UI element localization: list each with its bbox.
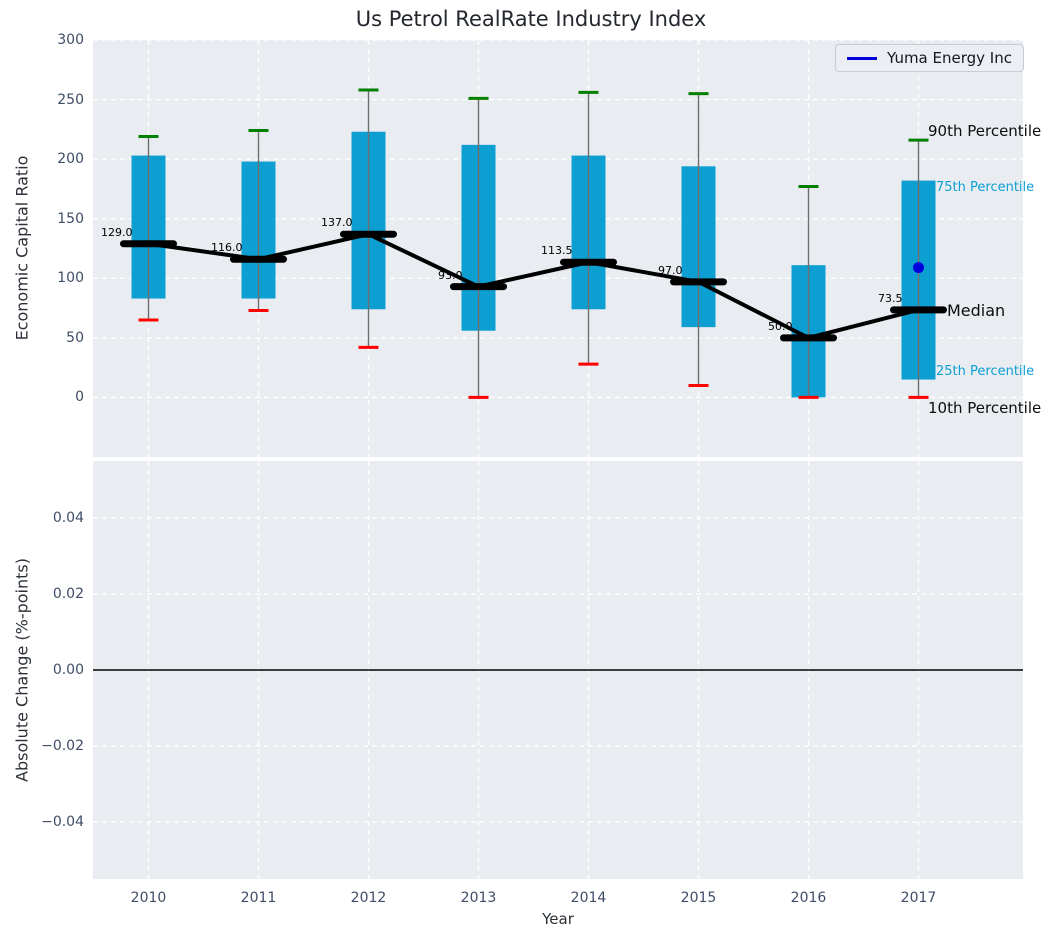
median-value-label-2017: 73.5 bbox=[878, 291, 903, 305]
median-value-label-2013: 93.0 bbox=[438, 268, 463, 282]
chart-title: Us Petrol RealRate Industry Index bbox=[355, 7, 707, 31]
annotation-10th-percentile: 10th Percentile bbox=[928, 399, 1042, 417]
top-y-axis-label: Economic Capital Ratio bbox=[12, 155, 32, 341]
annotation-75th-percentile: 75th Percentile bbox=[936, 180, 1035, 195]
bottom-y-tick: −0.04 bbox=[41, 814, 84, 830]
legend: Yuma Energy Inc bbox=[835, 44, 1024, 72]
annotation-90th-percentile: 90th Percentile bbox=[928, 122, 1042, 140]
bottom-y-tick: 0.00 bbox=[52, 662, 84, 678]
boxplot-canvas bbox=[93, 39, 1023, 457]
top-y-tick: 50 bbox=[66, 329, 84, 346]
median-value-label-2015: 97.0 bbox=[658, 263, 683, 277]
bottom-y-tick: 0.02 bbox=[52, 586, 84, 602]
annotation-median: Median bbox=[947, 301, 1006, 320]
top-y-tick: 200 bbox=[57, 151, 84, 168]
median-value-label-2011: 116.0 bbox=[211, 241, 243, 255]
x-tick-2013: 2013 bbox=[460, 890, 497, 906]
x-tick-2010: 2010 bbox=[130, 890, 167, 906]
x-tick-2014: 2014 bbox=[570, 890, 607, 906]
median-value-label-2010: 129.0 bbox=[101, 225, 133, 239]
overlay-point-2017 bbox=[913, 262, 924, 274]
x-tick-2016: 2016 bbox=[790, 890, 827, 906]
legend-line-sample bbox=[847, 56, 877, 60]
median-value-label-2012: 137.0 bbox=[321, 216, 353, 230]
annotation-25th-percentile: 25th Percentile bbox=[936, 364, 1035, 379]
bottom-plot-area bbox=[93, 461, 1023, 879]
bottom-y-tick: −0.02 bbox=[41, 738, 84, 754]
legend-label: Yuma Energy Inc bbox=[887, 49, 1012, 67]
x-tick-2012: 2012 bbox=[350, 890, 387, 906]
x-tick-2017: 2017 bbox=[900, 890, 937, 906]
median-value-label-2016: 50.0 bbox=[768, 319, 793, 333]
median-trend-line bbox=[148, 232, 919, 340]
x-tick-2015: 2015 bbox=[680, 890, 717, 906]
top-y-tick: 300 bbox=[57, 32, 84, 48]
bottom-y-tick: 0.04 bbox=[52, 510, 84, 526]
top-plot-area bbox=[93, 39, 1023, 457]
top-y-tick: 100 bbox=[57, 270, 84, 287]
change-canvas bbox=[93, 461, 1023, 879]
median-value-label-2014: 113.5 bbox=[541, 244, 573, 258]
top-y-tick: 0 bbox=[75, 389, 84, 406]
x-axis-label: Year bbox=[542, 910, 574, 928]
x-tick-2011: 2011 bbox=[240, 890, 277, 906]
top-y-tick: 150 bbox=[57, 210, 84, 227]
top-y-tick: 250 bbox=[57, 91, 84, 108]
